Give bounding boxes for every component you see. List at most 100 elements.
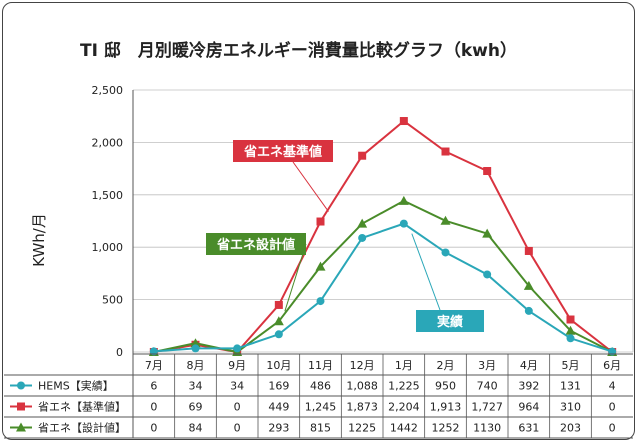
table-cell: 964 [518,401,539,414]
table-cell: 131 [560,380,581,393]
data-point-0 [524,306,533,315]
table-cell: 1,088 [346,380,378,393]
table-cell: 4 [609,380,616,393]
data-point-2 [190,338,201,348]
x-tick-label: 8月 [187,359,205,372]
table-cell: 6 [150,380,157,393]
data-point-2 [315,261,326,271]
table-cell: 34 [230,380,244,393]
table-cell: 0 [234,401,241,414]
x-tick-label: 1月 [395,359,413,372]
x-tick-label: 11月 [308,359,333,372]
table-cell: 950 [435,380,456,393]
data-point-0 [191,344,200,353]
callout-pointer [284,243,307,312]
table-cell: 1252 [432,422,460,435]
table-cell: 169 [268,380,289,393]
data-point-1 [441,147,450,156]
table-cell: 740 [477,380,498,393]
table-cell: 34 [189,380,203,393]
data-table: 7月 8月 9月 10月 11月 12月 1月 2月 3月 4月 5月 6月 HEMS【実績】 6 34 34… [4,353,633,439]
table-cell: 486 [310,380,331,393]
table-cell: 84 [189,422,203,435]
y-tick-label: 1,500 [92,189,124,202]
x-tick-label: 4月 [520,359,538,372]
y-tick-label: 500 [102,294,123,307]
callout-label: 省エネ設計値 [216,237,295,253]
table-cell: 0 [609,401,616,414]
callout-label: 実績 [437,314,463,330]
data-point-2 [482,228,493,238]
callout-box [416,310,484,332]
table-cell: 0 [609,422,616,435]
table-cell: 1,913 [430,401,462,414]
y-axis-label: KWh/月 [30,213,48,267]
data-point-0 [149,347,158,356]
legend-marker [17,402,25,411]
chart-frame [2,2,635,440]
table-cell: 69 [189,401,203,414]
table-cell: 1,727 [471,401,503,414]
legend-marker [17,381,25,390]
callout-pointer [292,161,329,212]
y-tick-label: 0 [116,346,123,359]
series-line-0 [153,222,613,353]
table-cell: 2,204 [388,401,420,414]
x-tick-label: 6月 [603,359,621,372]
data-point-2 [523,280,534,290]
data-point-0 [399,219,408,228]
callout-label: 省エネ基準値 [243,144,322,160]
table-cell: 1,245 [305,401,337,414]
y-tick-label: 1,000 [92,241,124,254]
table-cell: 293 [268,422,289,435]
data-point-0 [316,297,325,306]
table-cell: 1,873 [346,401,378,414]
series-line-2 [153,199,613,354]
series-layer [148,117,618,356]
data-point-1 [566,315,575,324]
table-cell: 0 [150,401,157,414]
data-point-2 [357,218,368,228]
table-cell: 1130 [473,422,501,435]
data-point-0 [441,248,450,257]
x-tick-label: 12月 [350,359,375,372]
callout-pointer [411,233,441,311]
legend-marker [16,422,26,432]
data-point-2 [565,325,576,335]
data-point-1 [274,300,283,309]
data-point-0 [566,334,575,343]
table-cell: 392 [518,380,539,393]
grid [133,89,633,353]
legend-label: 省エネ【設計値】 [38,421,126,435]
data-point-0 [358,233,367,242]
y-tick-label: 2,000 [92,136,124,149]
callout-box [206,233,306,255]
legend-label: HEMS【実績】 [38,379,114,393]
table-cell: 0 [150,422,157,435]
y-tick-label: 2,500 [92,84,124,97]
data-point-0 [233,344,242,353]
table-cell: 310 [560,401,581,414]
x-tick-label: 3月 [478,359,496,372]
x-tick-label: 9月 [228,359,246,372]
table-cell: 0 [234,422,241,435]
data-point-1 [358,151,367,160]
table-cell: 1,225 [388,380,420,393]
table-cell: 449 [268,401,289,414]
data-point-1 [524,246,533,255]
x-tick-label: 7月 [145,359,163,372]
table-cell: 1442 [390,422,418,435]
data-point-2 [273,316,284,326]
data-point-0 [483,270,492,279]
callout-box [233,140,333,162]
table-cell: 1225 [348,422,376,435]
x-tick-label: 10月 [266,359,291,372]
x-tick-label: 2月 [437,359,455,372]
table-cell: 203 [560,422,581,435]
axes: 0 500 1,000 1,500 2,000 2,500 [92,84,634,438]
chart-title: TI 邸 月別暖冷房エネルギー消費量比較グラフ（kwh） [80,40,517,61]
table-cell: 815 [310,422,331,435]
x-tick-label: 5月 [562,359,580,372]
